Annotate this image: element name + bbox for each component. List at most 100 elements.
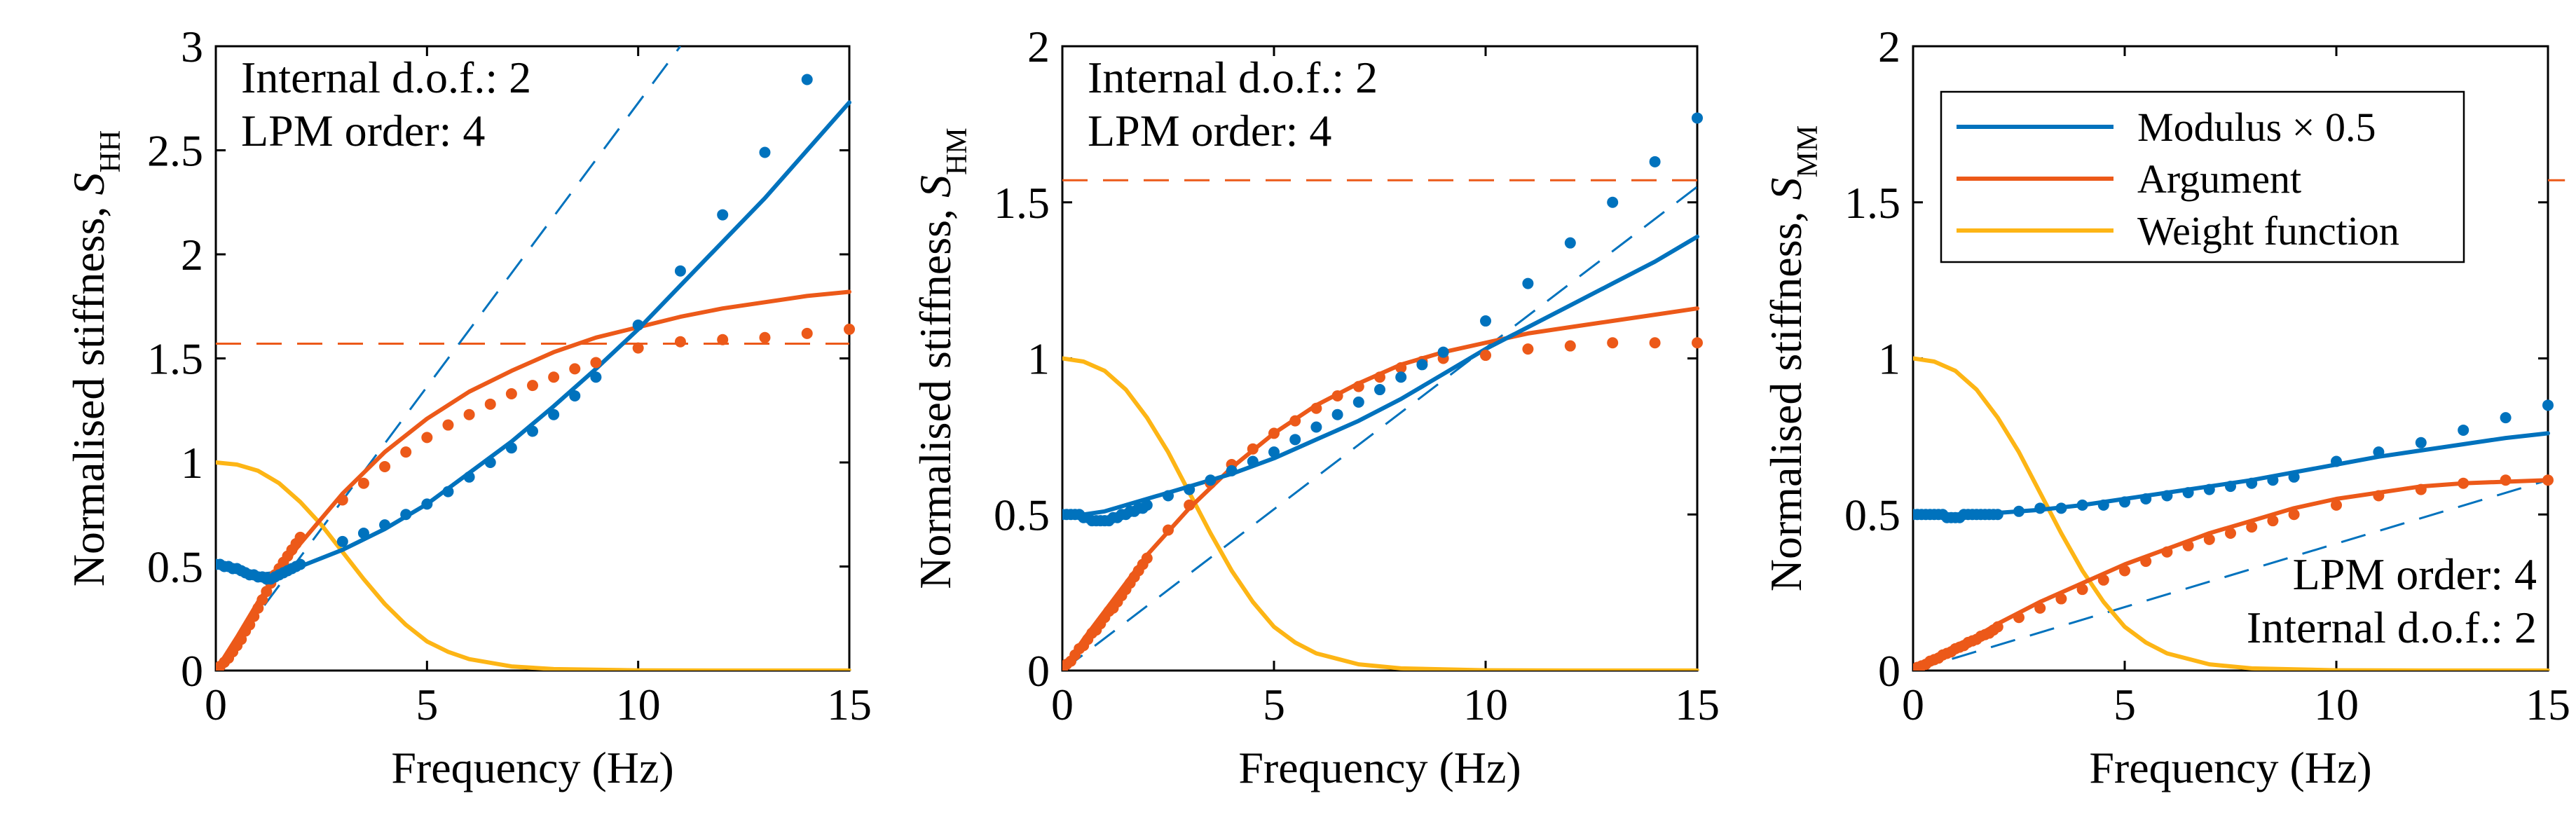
y-tick-label: 0 bbox=[1878, 646, 1900, 696]
y-axis-subscript: HH bbox=[95, 130, 127, 173]
argument-measured-point bbox=[357, 477, 369, 489]
modulus-measured-point bbox=[1141, 499, 1153, 511]
modulus-measured-point bbox=[569, 390, 581, 401]
argument-measured-point bbox=[2161, 546, 2173, 558]
argument-measured-point bbox=[2246, 521, 2258, 533]
modulus-measured-point bbox=[1184, 483, 1195, 495]
argument-measured-point bbox=[336, 494, 348, 506]
argument-measured-point bbox=[2055, 593, 2067, 605]
annotation-text: Internal d.o.f.: 2 bbox=[241, 53, 531, 102]
x-tick-label: 5 bbox=[416, 680, 438, 729]
argument-measured-point bbox=[256, 594, 268, 606]
argument-measured-point bbox=[248, 610, 260, 622]
modulus-measured-point bbox=[717, 209, 729, 221]
modulus-measured-point bbox=[379, 519, 391, 531]
modulus-measured-point bbox=[759, 146, 771, 158]
argument-measured-point bbox=[379, 460, 391, 472]
argument-measured-point bbox=[1184, 499, 1195, 511]
weight-function-line bbox=[1913, 356, 2550, 671]
modulus-measured-point bbox=[1649, 156, 1661, 167]
modulus-measured-point bbox=[1522, 277, 1534, 289]
x-tick-label: 15 bbox=[1675, 680, 1720, 729]
argument-measured-point bbox=[1374, 371, 1385, 383]
modulus-measured-point bbox=[1226, 465, 1238, 476]
modulus-measured-point bbox=[1268, 446, 1280, 458]
argument-measured-point bbox=[2119, 565, 2130, 577]
argument-measured-point bbox=[1352, 380, 1364, 392]
modulus-measured-point bbox=[2415, 437, 2427, 448]
modulus-measured-point bbox=[484, 457, 496, 468]
argument-measured-point bbox=[632, 342, 644, 354]
argument-measured-point bbox=[421, 432, 433, 444]
y-tick-label: 0.5 bbox=[994, 490, 1050, 540]
y-axis-symbol: S bbox=[64, 172, 114, 195]
y-axis-label-text: Normalised stiffness, bbox=[910, 198, 960, 589]
modulus-line bbox=[216, 100, 851, 577]
argument-measured-point bbox=[2542, 474, 2554, 486]
x-tick-label: 5 bbox=[1263, 680, 1285, 729]
argument-measured-point bbox=[2182, 540, 2194, 551]
y-tick-label: 2 bbox=[1027, 22, 1050, 71]
argument-measured-point bbox=[505, 387, 517, 399]
argument-measured-point bbox=[1331, 390, 1343, 401]
modulus-measured-point bbox=[2542, 399, 2554, 411]
chart-panel-hm: 0 5 10 15 0 0.5 1 1.5 2 Frequency (Hz) Normalised … bbox=[910, 22, 1720, 792]
y-tick-label: 2.5 bbox=[147, 126, 203, 176]
modulus-asymptote-line bbox=[1062, 186, 1698, 671]
legend-label-argument: Argument bbox=[2137, 156, 2301, 202]
annotation-text: LPM order: 4 bbox=[241, 106, 485, 156]
y-axis-label: Normalised stiffness, SHM bbox=[910, 128, 973, 589]
y-tick-label: 1 bbox=[1878, 334, 1900, 384]
modulus-measured-point bbox=[505, 442, 517, 454]
data-layer bbox=[216, 46, 855, 671]
chart-panel-hh: 0 5 10 15 0 0.5 1 1.5 2 2.5 3 Frequency (Hz) Normali… bbox=[64, 22, 872, 792]
x-tick-label: 10 bbox=[1463, 680, 1508, 729]
argument-measured-point bbox=[294, 531, 306, 543]
x-axis-label: Frequency (Hz) bbox=[2089, 743, 2371, 792]
x-tick-label: 10 bbox=[616, 680, 661, 729]
data-layer bbox=[1913, 179, 2565, 671]
argument-line bbox=[1062, 306, 1699, 671]
modulus-measured-point bbox=[1163, 490, 1174, 502]
modulus-line bbox=[1913, 431, 2550, 517]
modulus-measured-point bbox=[1395, 371, 1407, 383]
argument-measured-point bbox=[1522, 343, 1534, 355]
annotation-text: LPM order: 4 bbox=[1088, 106, 1331, 156]
chart-panel-mm: 0 5 10 15 0 0.5 1 1.5 2 Frequency (Hz) Normalised … bbox=[1761, 22, 2570, 792]
argument-measured-point bbox=[717, 334, 729, 345]
modulus-measured-point bbox=[527, 425, 538, 437]
modulus-measured-point bbox=[1437, 346, 1449, 358]
argument-measured-point bbox=[244, 619, 256, 631]
y-tick-label: 1 bbox=[181, 438, 203, 488]
x-tick-label: 10 bbox=[2314, 680, 2359, 729]
modulus-measured-point bbox=[357, 527, 369, 539]
argument-measured-point bbox=[527, 380, 538, 392]
argument-measured-point bbox=[844, 323, 855, 335]
y-tick-label: 0.5 bbox=[147, 542, 203, 592]
y-tick-label: 1.5 bbox=[994, 178, 1050, 228]
modulus-measured-point bbox=[1205, 474, 1217, 486]
modulus-measured-point bbox=[1289, 434, 1301, 446]
y-axis-label-text: Normalised stiffness, bbox=[64, 195, 114, 586]
argument-measured-point bbox=[252, 602, 264, 614]
x-tick-label: 5 bbox=[2113, 680, 2136, 729]
argument-line bbox=[216, 289, 851, 671]
weight-function-line bbox=[216, 460, 851, 671]
modulus-measured-point bbox=[1331, 408, 1343, 420]
argument-measured-point bbox=[590, 357, 602, 369]
modulus-measured-point bbox=[1607, 196, 1619, 208]
annotation-text: Internal d.o.f.: 2 bbox=[2247, 603, 2537, 652]
y-tick-label: 2 bbox=[181, 230, 203, 280]
modulus-asymptote-line bbox=[1913, 479, 2549, 671]
y-tick-label: 0 bbox=[1027, 646, 1050, 696]
modulus-measured-point bbox=[2267, 474, 2279, 486]
argument-measured-point bbox=[2097, 574, 2109, 586]
argument-measured-point bbox=[2458, 477, 2469, 489]
y-tick-label: 1.5 bbox=[1844, 178, 1900, 228]
argument-measured-point bbox=[1649, 337, 1661, 349]
x-tick-label: 0 bbox=[205, 680, 227, 729]
modulus-measured-point bbox=[2119, 496, 2130, 508]
modulus-measured-point bbox=[2034, 502, 2046, 514]
argument-measured-point bbox=[1310, 402, 1322, 414]
